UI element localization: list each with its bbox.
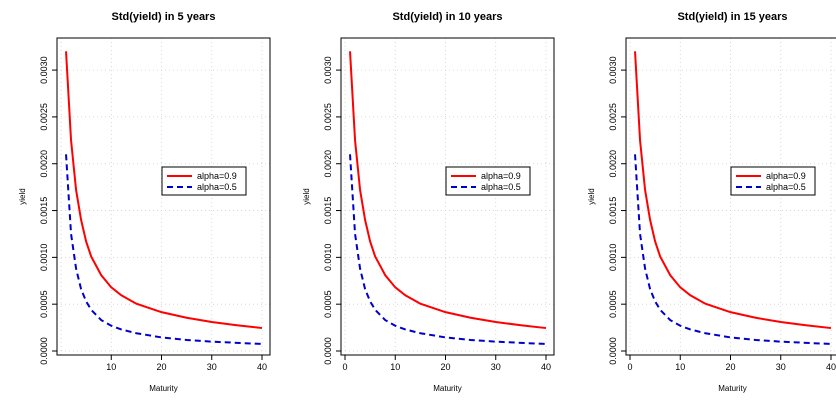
x-tick-label: 0 <box>342 362 347 372</box>
series-line-2 <box>349 154 547 345</box>
y-tick-label: 0.0020 <box>39 150 49 178</box>
plot-frame <box>340 37 555 356</box>
series-line-1 <box>349 51 547 330</box>
series-line-1 <box>634 51 832 330</box>
y-tick-label: 0.0020 <box>608 150 618 178</box>
legend-box <box>730 166 816 196</box>
x-tick-label: 40 <box>826 362 836 372</box>
grid <box>341 38 554 355</box>
chart-panel-3: Std(yield) in 15 years 0 10 20 30 40 Maturity 0… <box>587 11 836 393</box>
y-tick-label: 0.0015 <box>39 197 49 225</box>
y-tick-label: 0.0025 <box>39 103 49 131</box>
y-tick-label: 0.0025 <box>608 103 618 131</box>
legend-box <box>161 166 247 196</box>
plot-frame <box>625 37 836 356</box>
x-axis-label: Maturity <box>433 384 461 393</box>
x-tick-label: 20 <box>156 362 166 372</box>
y-axis-label: yield <box>18 188 27 204</box>
x-axis: 0 10 20 30 40 <box>342 355 551 372</box>
grid <box>57 38 270 355</box>
x-tick-label: 30 <box>207 362 217 372</box>
x-axis: 0 10 20 30 40 <box>627 355 836 372</box>
legend-label: alpha=0.9 <box>481 171 521 181</box>
x-axis-label: Maturity <box>718 384 746 393</box>
y-tick-label: 0.0010 <box>39 244 49 272</box>
x-tick-label: 30 <box>491 362 501 372</box>
chart-title: Std(yield) in 5 years <box>112 11 216 23</box>
series-line-2 <box>65 154 263 345</box>
y-tick-label: 0.0000 <box>323 337 333 365</box>
x-axis-label: Maturity <box>149 384 177 393</box>
x-tick-label: 10 <box>390 362 400 372</box>
y-tick-label: 0.0030 <box>323 56 333 84</box>
y-axis: 0.0000 0.0005 0.0010 0.0015 0.0020 0.0025 0.00… <box>608 56 626 365</box>
chart-panel-2: Std(yield) in 10 years 0 10 20 30 40 Maturity 0… <box>302 11 555 393</box>
x-tick-label: 0 <box>627 362 632 372</box>
y-tick-label: 0.0020 <box>323 150 333 178</box>
grid <box>626 38 836 355</box>
x-axis: 10 20 30 40 <box>106 355 267 372</box>
y-tick-label: 0.0030 <box>608 56 618 84</box>
y-tick-label: 0.0015 <box>608 197 618 225</box>
x-tick-label: 20 <box>725 362 735 372</box>
x-tick-label: 30 <box>776 362 786 372</box>
y-tick-label: 0.0005 <box>39 290 49 318</box>
y-tick-label: 0.0005 <box>608 290 618 318</box>
y-axis: 0.0000 0.0005 0.0010 0.0015 0.0020 0.0025 0.00… <box>39 56 57 365</box>
y-tick-label: 0.0030 <box>39 56 49 84</box>
chart-panel-1: Std(yield) in 5 years 10 20 30 40 Maturity 0.0… <box>18 11 271 393</box>
series-line-1 <box>65 51 263 330</box>
x-tick-label: 10 <box>675 362 685 372</box>
legend-label: alpha=0.9 <box>766 171 806 181</box>
y-axis: 0.0000 0.0005 0.0010 0.0015 0.0020 0.0025 0.00… <box>323 56 341 365</box>
x-tick-label: 20 <box>440 362 450 372</box>
plot-frame <box>56 37 271 356</box>
legend-box <box>445 166 531 196</box>
y-axis-label: yield <box>587 188 596 204</box>
legend-label: alpha=0.5 <box>766 182 806 192</box>
y-tick-label: 0.0025 <box>323 103 333 131</box>
y-tick-label: 0.0000 <box>39 337 49 365</box>
y-tick-label: 0.0015 <box>323 197 333 225</box>
legend-label: alpha=0.5 <box>197 182 237 192</box>
y-tick-label: 0.0005 <box>323 290 333 318</box>
chart-title: Std(yield) in 15 years <box>677 11 787 23</box>
y-tick-label: 0.0010 <box>608 244 618 272</box>
legend-label: alpha=0.5 <box>481 182 521 192</box>
y-tick-label: 0.0010 <box>323 244 333 272</box>
x-tick-label: 10 <box>106 362 116 372</box>
series-line-2 <box>634 154 832 345</box>
legend-label: alpha=0.9 <box>197 171 237 181</box>
y-tick-label: 0.0000 <box>608 337 618 365</box>
x-tick-label: 40 <box>257 362 267 372</box>
y-axis-label: yield <box>302 188 311 204</box>
chart-title: Std(yield) in 10 years <box>392 11 502 23</box>
x-tick-label: 40 <box>541 362 551 372</box>
